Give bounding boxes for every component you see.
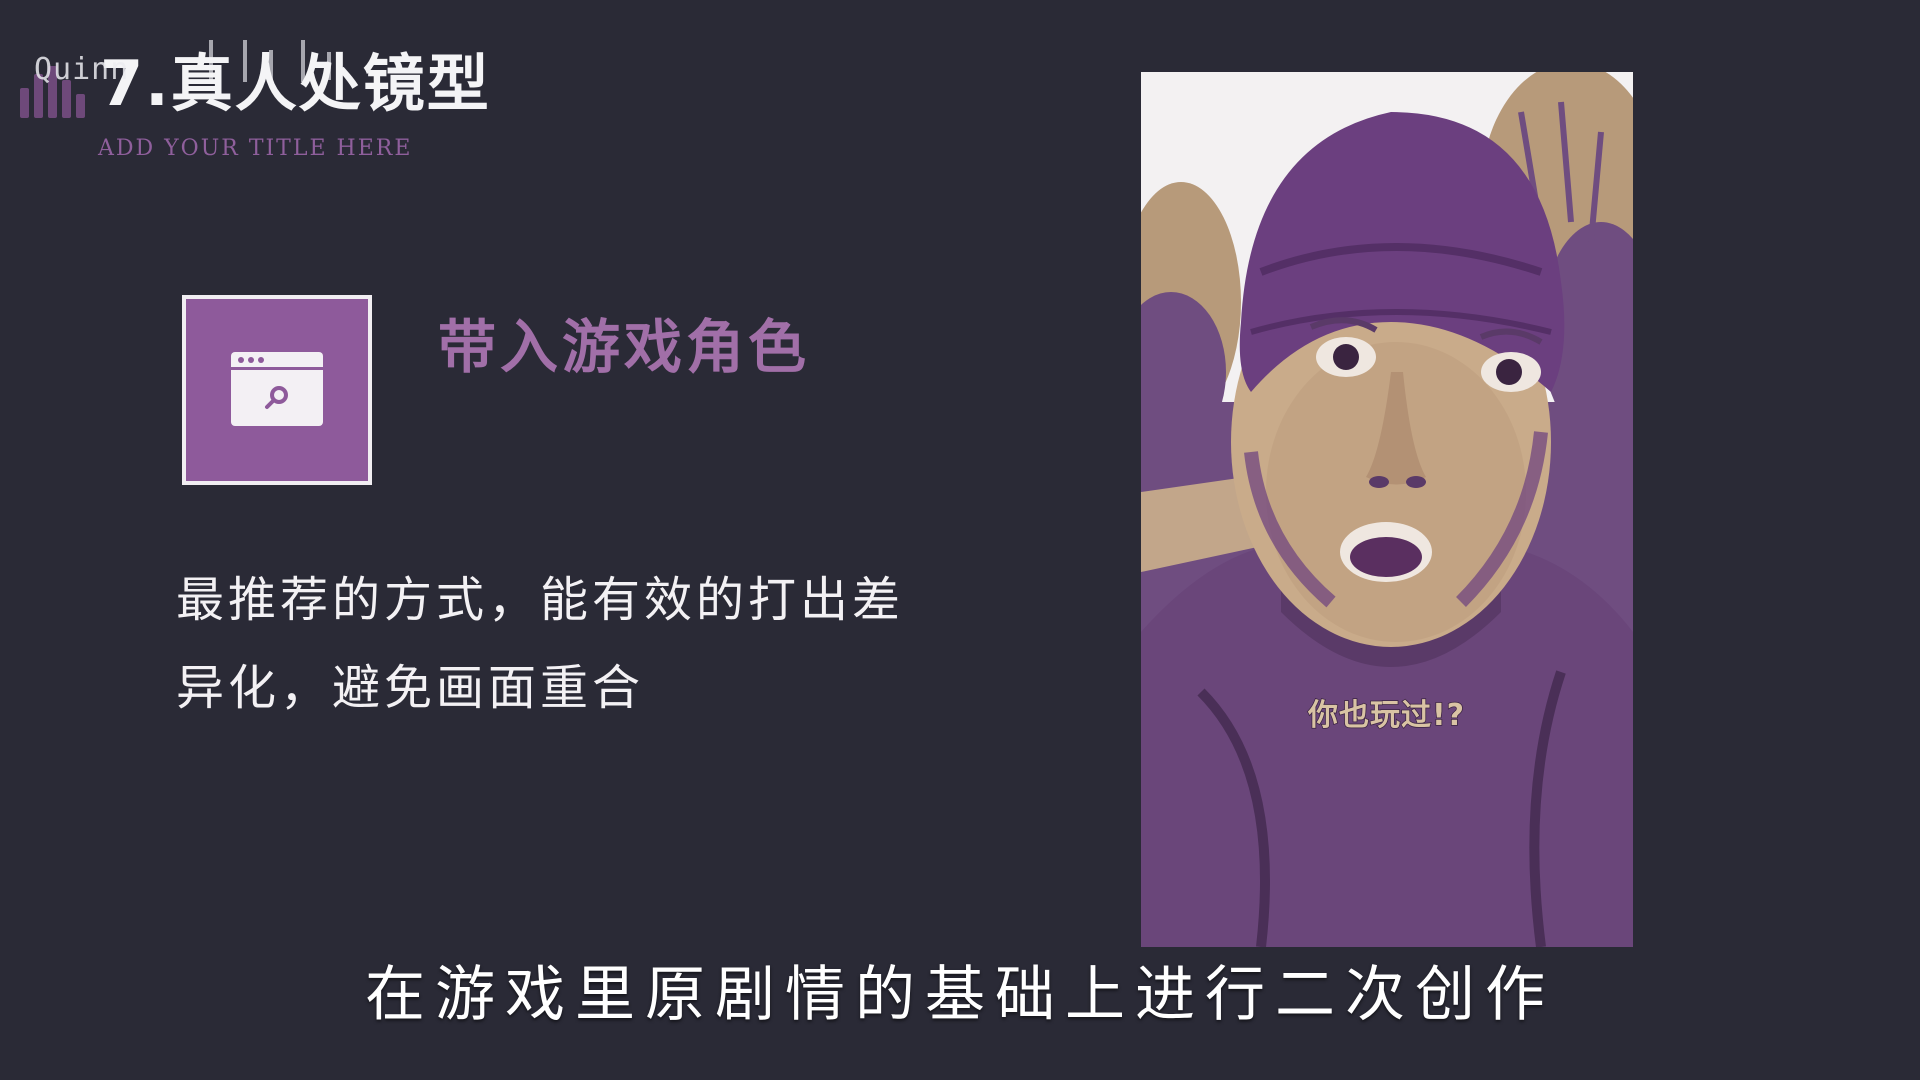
person-photo <box>1141 72 1633 947</box>
feature-heading: 带入游戏角色 <box>438 313 811 381</box>
watermark-text: Quinn <box>34 52 130 87</box>
feature-description: 最推荐的方式，能有效的打出差异化，避免画面重合 <box>176 572 905 716</box>
subtitle-caption: 在游戏里原剧情的基础上进行二次创作 <box>365 960 1555 1030</box>
video-caption: 你也玩过!? <box>1307 697 1466 734</box>
feature-icon-card <box>182 295 372 485</box>
slide-title: 7.真人处镜型 <box>100 47 491 120</box>
browser-search-icon <box>231 352 323 426</box>
video-frame: 你也玩过!? <box>1141 72 1633 947</box>
watermark-marks <box>205 40 335 90</box>
logo-bars-icon <box>20 66 90 118</box>
slide-subtitle: ADD YOUR TITLE HERE <box>98 136 413 161</box>
magnifier-icon <box>265 386 288 409</box>
